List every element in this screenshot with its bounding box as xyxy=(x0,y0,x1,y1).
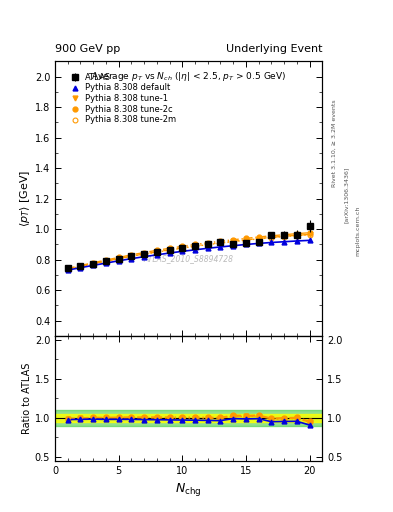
Pythia 8.308 tune-2m xyxy=(269,234,274,241)
Pythia 8.308 tune-2c xyxy=(307,230,312,236)
Pythia 8.308 tune-1 xyxy=(65,266,70,272)
Pythia 8.308 tune-1 xyxy=(256,236,261,242)
Pythia 8.308 tune-1 xyxy=(154,249,159,255)
Pythia 8.308 tune-2c xyxy=(294,230,299,237)
Pythia 8.308 tune-2m xyxy=(180,245,185,251)
Pythia 8.308 tune-2c xyxy=(142,249,147,255)
Pythia 8.308 tune-2m xyxy=(244,237,248,243)
Bar xyxy=(55,414,322,422)
Pythia 8.308 default xyxy=(193,247,197,253)
Pythia 8.308 tune-2m xyxy=(129,253,134,260)
Pythia 8.308 tune-2c xyxy=(231,237,235,243)
Bar xyxy=(55,410,322,425)
Pythia 8.308 tune-2c xyxy=(193,242,197,248)
Pythia 8.308 tune-2m xyxy=(307,231,312,238)
Pythia 8.308 tune-1 xyxy=(294,232,299,239)
Y-axis label: $\langle p_T \rangle$ [GeV]: $\langle p_T \rangle$ [GeV] xyxy=(18,170,32,227)
Pythia 8.308 tune-2c xyxy=(78,263,83,269)
Pythia 8.308 tune-2c xyxy=(218,238,223,244)
Text: 900 GeV pp: 900 GeV pp xyxy=(55,44,120,54)
Pythia 8.308 tune-1 xyxy=(307,231,312,238)
Pythia 8.308 tune-2m xyxy=(91,261,95,267)
Pythia 8.308 tune-2m xyxy=(78,263,83,269)
Pythia 8.308 tune-2m xyxy=(256,236,261,242)
Pythia 8.308 default xyxy=(256,240,261,246)
Pythia 8.308 tune-2c xyxy=(129,252,134,258)
Pythia 8.308 tune-1 xyxy=(91,261,95,267)
Line: Pythia 8.308 tune-2m: Pythia 8.308 tune-2m xyxy=(65,232,312,272)
Pythia 8.308 default xyxy=(282,239,286,245)
X-axis label: $N_{\rm chg}$: $N_{\rm chg}$ xyxy=(175,481,202,498)
Pythia 8.308 tune-1 xyxy=(129,253,134,259)
Pythia 8.308 tune-2m xyxy=(116,256,121,262)
Pythia 8.308 tune-2c xyxy=(282,231,286,238)
Pythia 8.308 default xyxy=(129,255,134,262)
Pythia 8.308 tune-2c xyxy=(65,266,70,272)
Pythia 8.308 tune-1 xyxy=(104,258,108,264)
Line: Pythia 8.308 default: Pythia 8.308 default xyxy=(65,238,312,272)
Pythia 8.308 tune-1 xyxy=(231,238,235,244)
Pythia 8.308 tune-2m xyxy=(282,233,286,240)
Pythia 8.308 tune-2m xyxy=(154,249,159,255)
Pythia 8.308 tune-2m xyxy=(142,251,147,258)
Pythia 8.308 tune-1 xyxy=(116,255,121,262)
Pythia 8.308 tune-1 xyxy=(180,245,185,251)
Pythia 8.308 tune-2m xyxy=(206,242,210,248)
Pythia 8.308 tune-2m xyxy=(294,232,299,239)
Pythia 8.308 default xyxy=(65,267,70,273)
Pythia 8.308 tune-1 xyxy=(282,233,286,239)
Pythia 8.308 tune-2c xyxy=(154,247,159,253)
Pythia 8.308 default xyxy=(231,243,235,249)
Pythia 8.308 tune-2c xyxy=(244,236,248,242)
Pythia 8.308 tune-2c xyxy=(91,260,95,266)
Pythia 8.308 tune-1 xyxy=(142,251,147,257)
Text: Average $p_T$ vs $N_{ch}$ ($|\eta|$ < 2.5, $p_T$ > 0.5 GeV): Average $p_T$ vs $N_{ch}$ ($|\eta|$ < 2.… xyxy=(91,70,286,82)
Pythia 8.308 default xyxy=(269,240,274,246)
Pythia 8.308 tune-1 xyxy=(167,247,172,253)
Pythia 8.308 default xyxy=(294,238,299,244)
Pythia 8.308 tune-1 xyxy=(193,243,197,249)
Pythia 8.308 tune-2c xyxy=(256,234,261,240)
Pythia 8.308 default xyxy=(116,258,121,264)
Y-axis label: Ratio to ATLAS: Ratio to ATLAS xyxy=(22,362,32,434)
Pythia 8.308 tune-2c xyxy=(167,245,172,251)
Pythia 8.308 tune-1 xyxy=(206,241,210,247)
Pythia 8.308 default xyxy=(154,252,159,258)
Pythia 8.308 default xyxy=(91,262,95,268)
Legend: ATLAS, Pythia 8.308 default, Pythia 8.308 tune-1, Pythia 8.308 tune-2c, Pythia 8: ATLAS, Pythia 8.308 default, Pythia 8.30… xyxy=(64,71,178,126)
Pythia 8.308 tune-2m xyxy=(218,240,223,246)
Pythia 8.308 default xyxy=(142,253,147,260)
Line: Pythia 8.308 tune-2c: Pythia 8.308 tune-2c xyxy=(65,230,312,271)
Pythia 8.308 default xyxy=(307,237,312,243)
Pythia 8.308 tune-2m xyxy=(167,247,172,253)
Pythia 8.308 tune-1 xyxy=(218,240,223,246)
Text: mcplots.cern.ch: mcplots.cern.ch xyxy=(356,205,361,255)
Line: Pythia 8.308 tune-1: Pythia 8.308 tune-1 xyxy=(65,232,312,271)
Pythia 8.308 tune-2m xyxy=(231,239,235,245)
Pythia 8.308 tune-2c xyxy=(116,254,121,261)
Pythia 8.308 tune-2c xyxy=(104,257,108,263)
Pythia 8.308 tune-2m xyxy=(65,266,70,272)
Pythia 8.308 default xyxy=(206,245,210,251)
Pythia 8.308 default xyxy=(218,244,223,250)
Text: ATLAS_2010_S8894728: ATLAS_2010_S8894728 xyxy=(143,254,234,264)
Pythia 8.308 tune-1 xyxy=(269,234,274,240)
Pythia 8.308 tune-2m xyxy=(193,243,197,249)
Text: Underlying Event: Underlying Event xyxy=(226,44,322,54)
Pythia 8.308 tune-2c xyxy=(180,243,185,249)
Pythia 8.308 tune-2m xyxy=(104,258,108,264)
Pythia 8.308 default xyxy=(180,248,185,254)
Pythia 8.308 tune-1 xyxy=(78,263,83,269)
Pythia 8.308 default xyxy=(104,260,108,266)
Pythia 8.308 default xyxy=(244,242,248,248)
Pythia 8.308 tune-2c xyxy=(269,233,274,239)
Pythia 8.308 tune-1 xyxy=(244,237,248,243)
Pythia 8.308 default xyxy=(167,250,172,256)
Pythia 8.308 tune-2c xyxy=(206,240,210,246)
Pythia 8.308 default xyxy=(78,265,83,271)
Text: [arXiv:1306.3436]: [arXiv:1306.3436] xyxy=(344,166,349,223)
Text: Rivet 3.1.10, ≥ 3.2M events: Rivet 3.1.10, ≥ 3.2M events xyxy=(332,99,337,187)
